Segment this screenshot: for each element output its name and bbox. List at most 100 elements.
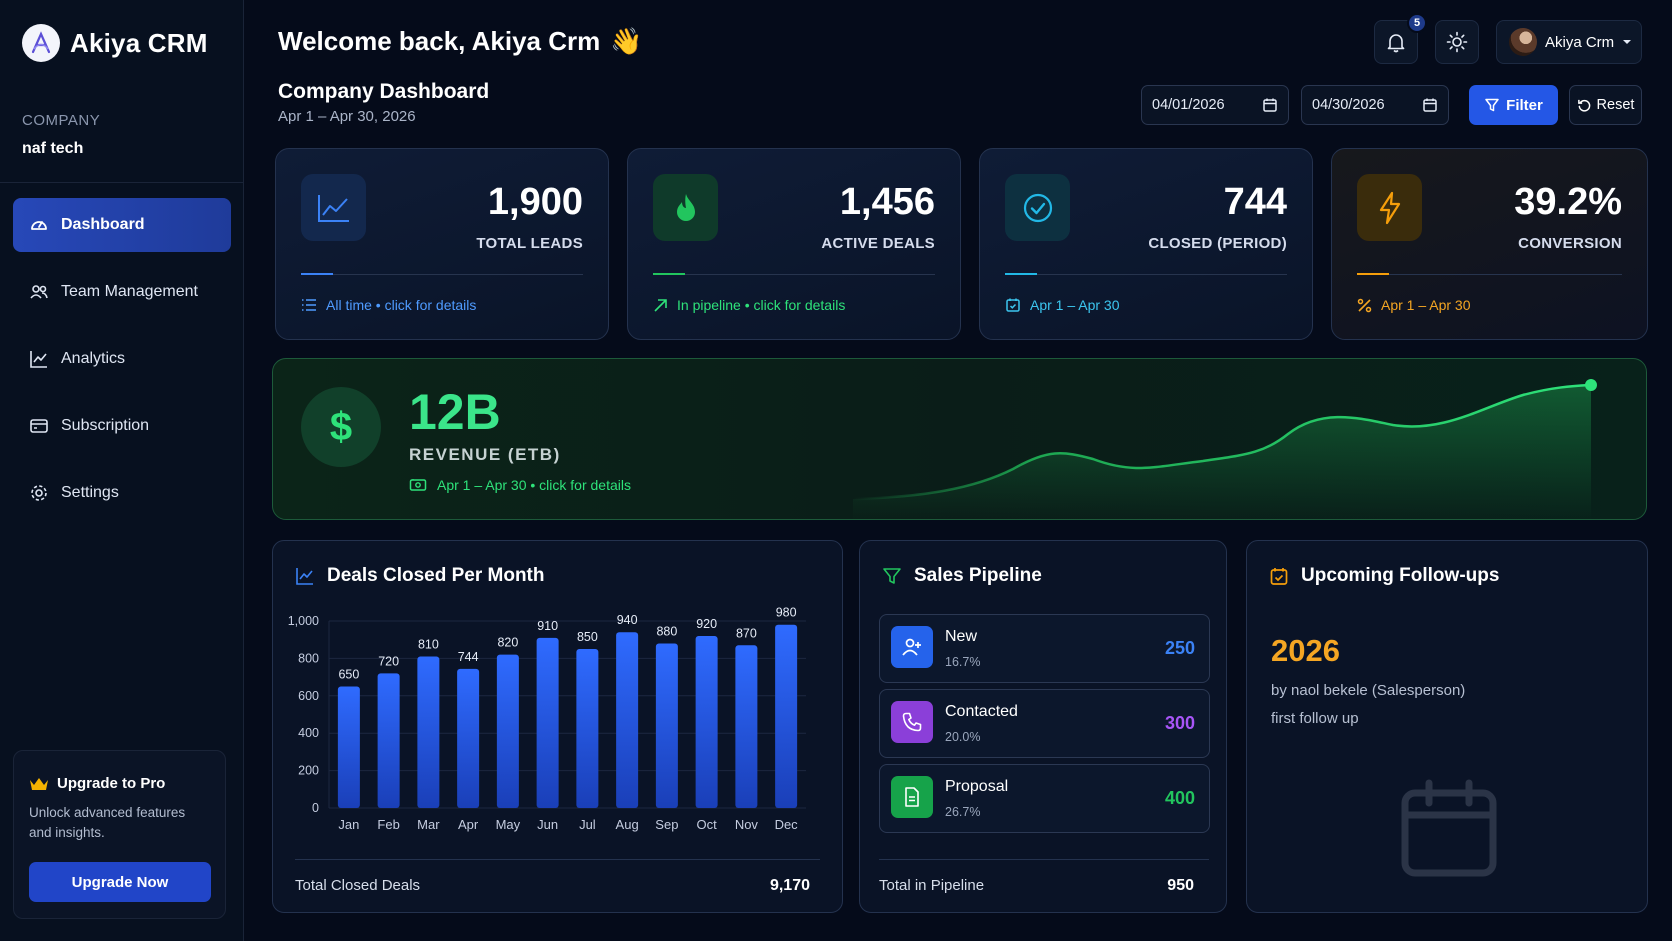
user-menu-button[interactable]: Akiya Crm [1496, 20, 1642, 64]
bar-aug [616, 632, 639, 808]
revenue-footer[interactable]: Apr 1 – Apr 30 • click for details [409, 477, 631, 493]
bar-value-label: 980 [776, 606, 797, 620]
pipeline-stage-proposal[interactable]: Proposal 26.7% 400 [879, 764, 1210, 833]
stat-footer[interactable]: Apr 1 – Apr 30 [1005, 297, 1120, 313]
x-tick-label: Oct [697, 817, 718, 832]
sidebar-item-dashboard[interactable]: Dashboard [13, 198, 231, 252]
lightning-icon [1357, 174, 1422, 241]
x-tick-label: Dec [775, 817, 799, 832]
stat-footer-text: All time • click for details [326, 297, 477, 313]
revenue-label: REVENUE (ETB) [409, 445, 561, 464]
notification-count-badge: 5 [1407, 13, 1427, 33]
bar-apr [457, 668, 480, 808]
bar-value-label: 870 [736, 626, 757, 640]
crown-icon [30, 777, 48, 790]
panel-divider [295, 859, 820, 860]
deals-panel-title-text: Deals Closed Per Month [327, 565, 545, 586]
stat-card-total-leads[interactable]: 1,900 TOTAL LEADS All time • click for d… [275, 148, 609, 340]
bar-value-label: 850 [577, 630, 598, 644]
wave-icon: 👋 [610, 26, 643, 56]
bar-value-label: 920 [696, 617, 717, 631]
pipeline-title-text: Sales Pipeline [914, 565, 1042, 586]
list-icon [302, 299, 316, 311]
bar-oct [695, 635, 718, 808]
sidebar-item-label: Dashboard [61, 216, 145, 233]
trend-chart-icon [301, 174, 366, 241]
brand[interactable]: Akiya CRM [22, 24, 208, 62]
sidebar-item-subscription[interactable]: Subscription [13, 399, 231, 453]
sidebar-divider [0, 182, 244, 183]
users-icon [30, 285, 48, 299]
stat-label: TOTAL LEADS [476, 235, 583, 252]
sidebar-item-label: Subscription [61, 417, 150, 434]
bar-value-label: 880 [656, 624, 677, 638]
y-tick-label: 1,000 [288, 614, 319, 628]
bar-value-label: 810 [418, 638, 439, 652]
page-title: Company Dashboard [278, 80, 490, 103]
stat-divider [1357, 274, 1622, 275]
filter-icon [1485, 98, 1499, 112]
stat-card-conversion[interactable]: 39.2% CONVERSION Apr 1 – Apr 30 [1331, 148, 1648, 340]
cash-icon [409, 479, 427, 491]
bar-value-label: 744 [458, 650, 479, 664]
bar-value-label: 910 [537, 619, 558, 633]
bar-value-label: 720 [378, 654, 399, 668]
stat-value: 39.2% [1514, 181, 1622, 223]
stage-name: New [945, 628, 978, 645]
total-pipeline-label: Total in Pipeline [879, 877, 985, 894]
sidebar-item-settings[interactable]: Settings [13, 466, 231, 520]
followup-year: 2026 [1271, 633, 1340, 668]
bar-dec [775, 624, 798, 808]
stat-card-active-deals[interactable]: 1,456 ACTIVE DEALS In pipeline • click f… [627, 148, 961, 340]
analytics-icon [296, 568, 313, 585]
funnel-icon [883, 568, 901, 584]
stat-footer-text: Apr 1 – Apr 30 [1381, 297, 1471, 313]
pipeline-stage-contacted[interactable]: Contacted 20.0% 300 [879, 689, 1210, 758]
reset-button[interactable]: Reset [1569, 85, 1642, 125]
panel-divider [879, 859, 1209, 860]
bar-value-label: 650 [338, 667, 359, 681]
sidebar-item-team-management[interactable]: Team Management [13, 265, 231, 319]
stat-footer[interactable]: Apr 1 – Apr 30 [1357, 297, 1471, 313]
analytics-icon [30, 351, 47, 368]
theme-toggle-button[interactable] [1435, 20, 1479, 64]
calendar-check-icon [1006, 298, 1020, 312]
date-from-input[interactable]: 04/01/2026 [1141, 85, 1289, 125]
stat-footer-text: In pipeline • click for details [677, 297, 846, 313]
brand-name: Akiya CRM [70, 27, 208, 58]
date-to-input[interactable]: 04/30/2026 [1301, 85, 1449, 125]
x-tick-label: Jun [537, 817, 558, 832]
stat-footer[interactable]: In pipeline • click for details [653, 297, 845, 313]
filter-button[interactable]: Filter [1469, 85, 1558, 125]
calendar-icon[interactable] [1262, 97, 1278, 113]
filter-label: Filter [1506, 96, 1543, 114]
reset-label: Reset [1596, 97, 1635, 113]
revenue-footer-text: Apr 1 – Apr 30 • click for details [437, 477, 631, 493]
empty-calendar-icon [1401, 779, 1497, 877]
pipeline-stage-new[interactable]: New 16.7% 250 [879, 614, 1210, 683]
stat-divider [301, 274, 583, 275]
welcome-heading: Welcome back, Akiya Crm 👋 [278, 26, 643, 57]
upgrade-card: Upgrade to Pro Unlock advanced features … [13, 750, 226, 919]
sidebar-item-analytics[interactable]: Analytics [13, 332, 231, 386]
upgrade-title: Upgrade to Pro [29, 775, 210, 792]
y-tick-label: 200 [298, 764, 319, 778]
calendar-icon[interactable] [1422, 97, 1438, 113]
upgrade-now-button[interactable]: Upgrade Now [29, 862, 211, 902]
x-tick-label: Mar [417, 817, 440, 832]
x-tick-label: Apr [458, 817, 479, 832]
flame-icon [653, 174, 718, 241]
stat-footer[interactable]: All time • click for details [301, 297, 476, 313]
stat-divider [653, 274, 935, 275]
revenue-value: 12B [409, 384, 501, 440]
revenue-card[interactable]: $ 12B REVENUE (ETB) Apr 1 – Apr 30 • cli… [272, 358, 1647, 520]
bar-mar [417, 656, 440, 808]
arrow-up-right-icon [654, 298, 667, 312]
reset-icon [1577, 99, 1590, 112]
total-closed-label: Total Closed Deals [295, 877, 421, 894]
sun-icon [1446, 31, 1468, 53]
stat-card-closed[interactable]: 744 CLOSED (PERIOD) Apr 1 – Apr 30 [979, 148, 1313, 340]
stat-accent [301, 273, 333, 275]
y-tick-label: 0 [312, 801, 319, 815]
total-pipeline-value: 950 [1167, 877, 1194, 894]
